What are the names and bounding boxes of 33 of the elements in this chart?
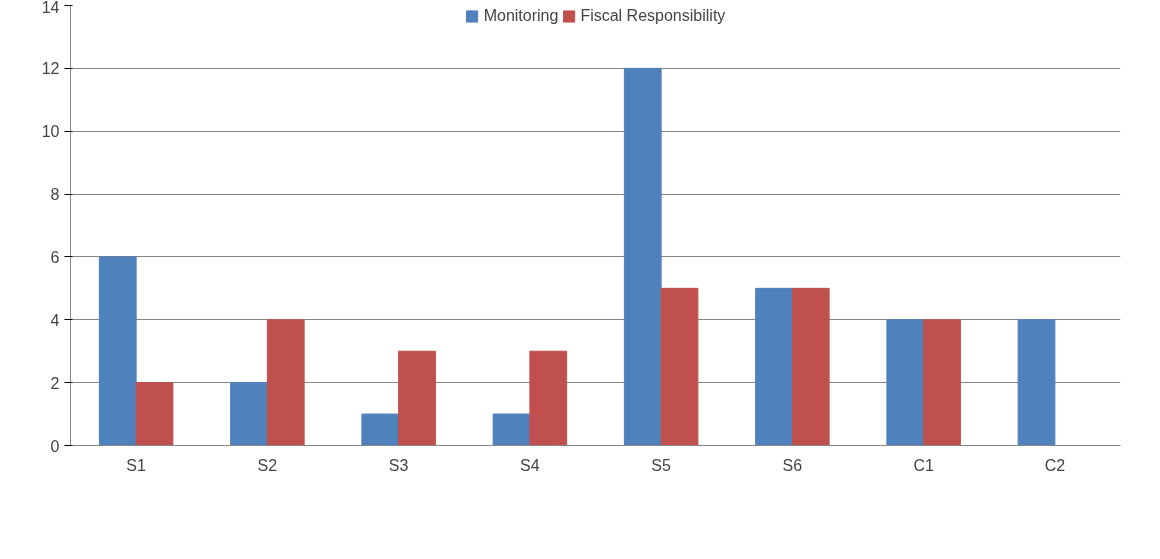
bar	[529, 350, 568, 446]
x-tick-label: S4	[520, 456, 540, 474]
y-tick-label: 2	[50, 374, 60, 392]
x-tick-label: S6	[782, 456, 803, 474]
y-tick-label: 4	[50, 311, 60, 329]
y-tick-label: 0	[50, 437, 60, 455]
bar	[135, 382, 174, 446]
x-tick-label: S5	[651, 456, 672, 474]
y-tick-label: 6	[50, 248, 60, 266]
y-tick-label: 10	[41, 123, 60, 141]
bar	[1017, 319, 1056, 446]
y-tick-label: 8	[50, 186, 60, 204]
x-tick-label: S1	[126, 456, 147, 474]
bar	[98, 256, 137, 446]
bar	[923, 319, 961, 446]
x-tick-label: C1	[913, 456, 934, 474]
y-tick-label: 14	[41, 0, 60, 16]
bar	[230, 382, 268, 446]
bar	[755, 287, 793, 446]
bar	[361, 413, 400, 446]
x-tick-label: S3	[388, 456, 409, 474]
y-tick-label: 12	[41, 60, 60, 78]
bar	[660, 287, 699, 446]
bar	[492, 413, 531, 446]
legend-label: Monitoring	[483, 7, 559, 25]
bar	[886, 319, 925, 446]
x-tick-label: S2	[257, 456, 278, 474]
x-tick-label: C2	[1044, 456, 1066, 474]
bar	[398, 350, 436, 446]
bar	[623, 67, 662, 446]
legend-label: Fiscal Responsibility	[580, 7, 726, 25]
bar	[791, 287, 830, 446]
bar	[266, 319, 305, 446]
